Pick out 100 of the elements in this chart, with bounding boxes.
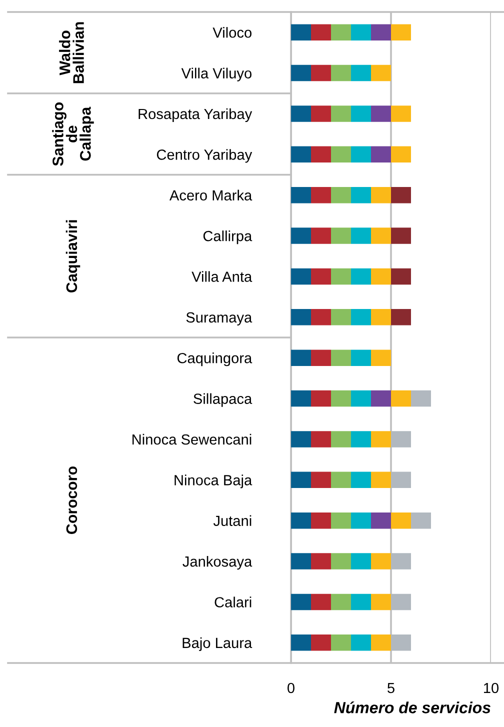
bar [351, 146, 371, 163]
bar [311, 106, 331, 122]
text: Corocoro [66, 466, 78, 534]
bar [351, 309, 371, 326]
bar [291, 512, 311, 529]
bar [371, 634, 391, 651]
bar [291, 146, 311, 163]
bar [291, 309, 311, 326]
x-tick-label: 5 [388, 682, 394, 694]
y-tick-label: Ninoca Sewencani [132, 434, 252, 445]
bar [331, 350, 351, 366]
y-tick-label: Caquingora [177, 352, 252, 366]
bar [311, 24, 331, 40]
bar [371, 268, 391, 285]
bar [311, 146, 331, 163]
bar [311, 350, 331, 366]
bar [291, 350, 311, 366]
bar [351, 553, 371, 570]
y-tick-label: Rosapata Yaribay [138, 108, 252, 122]
bar [311, 512, 331, 529]
bar [391, 268, 411, 285]
bar [351, 594, 371, 610]
bar [371, 350, 391, 366]
bar [331, 634, 351, 651]
y-tick-label: Villa Viluyo [181, 68, 252, 82]
bar [331, 146, 351, 163]
bar [391, 228, 411, 244]
bar [331, 268, 351, 285]
bar [391, 146, 411, 163]
bar [371, 431, 391, 448]
bar [391, 634, 411, 651]
bar [331, 186, 351, 204]
bar [311, 228, 331, 244]
bar [311, 634, 331, 651]
bar [311, 594, 331, 610]
bar [351, 472, 371, 488]
bar [331, 390, 351, 407]
bar [391, 512, 411, 529]
bar [331, 309, 351, 326]
bar [371, 553, 391, 570]
bar [351, 228, 371, 244]
bar [371, 472, 391, 488]
bar [311, 553, 331, 570]
bar [371, 228, 391, 244]
y-tick-label: Centro Yaribay [156, 149, 252, 163]
y-tick-label: Jutani [213, 515, 252, 526]
bar [331, 106, 351, 122]
bar [351, 431, 371, 448]
bar [391, 553, 411, 570]
bar [391, 24, 411, 40]
bar [391, 594, 411, 610]
bar [291, 431, 311, 448]
bar [351, 390, 371, 407]
bar [391, 472, 411, 488]
y-tick-label: Viloco [212, 27, 252, 38]
bar [291, 186, 311, 204]
bar [371, 390, 391, 407]
bar [291, 390, 311, 407]
bar [291, 24, 311, 40]
bar [371, 106, 391, 122]
y-tick-label: Villa Anta [192, 271, 252, 282]
bar [291, 553, 311, 570]
bar [311, 390, 331, 407]
text: Waldo Ballivian [59, 22, 84, 84]
bar [331, 24, 351, 40]
bar [351, 106, 371, 122]
bar [291, 634, 311, 651]
bar [331, 472, 351, 488]
bar [391, 431, 411, 448]
bar [351, 64, 371, 82]
bar [291, 594, 311, 610]
bar [371, 512, 391, 529]
y-tick-label: Bajo Laura [182, 637, 252, 651]
bar [331, 512, 351, 529]
bar [291, 228, 311, 244]
bar [351, 186, 371, 204]
bar [311, 309, 331, 326]
bar [411, 512, 431, 529]
bar [331, 594, 351, 610]
bar [411, 390, 431, 407]
bar [371, 309, 391, 326]
bar [291, 106, 311, 122]
bar [371, 24, 391, 40]
text: Santiago de Callapa [52, 102, 94, 166]
bar [331, 64, 351, 82]
y-tick-label: Calari [214, 596, 252, 608]
bar [391, 106, 411, 122]
bar [351, 350, 371, 366]
bar [351, 268, 371, 285]
bar [351, 634, 371, 651]
bar [311, 268, 331, 285]
text: Caquiaviri [66, 220, 80, 292]
bar [291, 268, 311, 285]
x-tick-label: 10 [484, 682, 499, 694]
bar [311, 472, 331, 488]
bar [371, 64, 391, 82]
x-axis-title: Número de servicios [334, 701, 490, 714]
y-tick-label: Ninoca Baja [174, 474, 252, 488]
bar [291, 64, 311, 82]
y-tick-label: Sillapaca [194, 393, 252, 407]
